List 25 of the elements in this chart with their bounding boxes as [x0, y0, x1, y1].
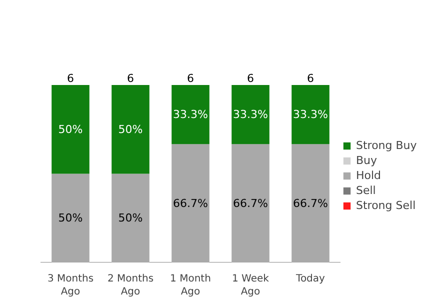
x-tick-label: Today: [295, 274, 326, 284]
annotation: 6: [67, 72, 74, 86]
data-label: 50%: [58, 212, 83, 225]
annotation: 6: [127, 72, 134, 86]
x-tick-label: 1 Week Ago: [232, 274, 270, 298]
data-label: 33.3%: [173, 108, 208, 122]
data-label: 66.7%: [233, 196, 268, 210]
legend-label: Buy: [356, 154, 378, 167]
x-tick-label: 2 Months Ago: [107, 274, 154, 298]
annotation: 6: [187, 72, 194, 86]
annotation: 6: [247, 72, 254, 86]
annotation: 6: [307, 72, 314, 86]
legend-label: Hold: [356, 169, 382, 182]
legend-label: Strong Buy: [356, 139, 417, 152]
x-tick-label: 3 Months Ago: [47, 274, 94, 298]
legend-label: Sell: [356, 184, 376, 197]
x-tick-label: 1 Month Ago: [170, 274, 211, 298]
data-label: 66.7%: [293, 196, 328, 210]
legend-label: Strong Sell: [356, 199, 416, 212]
data-label: 50%: [118, 212, 143, 225]
data-label: 33.3%: [293, 108, 328, 122]
data-label: 50%: [58, 122, 83, 136]
data-label: 50%: [118, 122, 143, 136]
data-label: 33.3%: [233, 108, 268, 122]
data-label: 66.7%: [173, 196, 208, 210]
